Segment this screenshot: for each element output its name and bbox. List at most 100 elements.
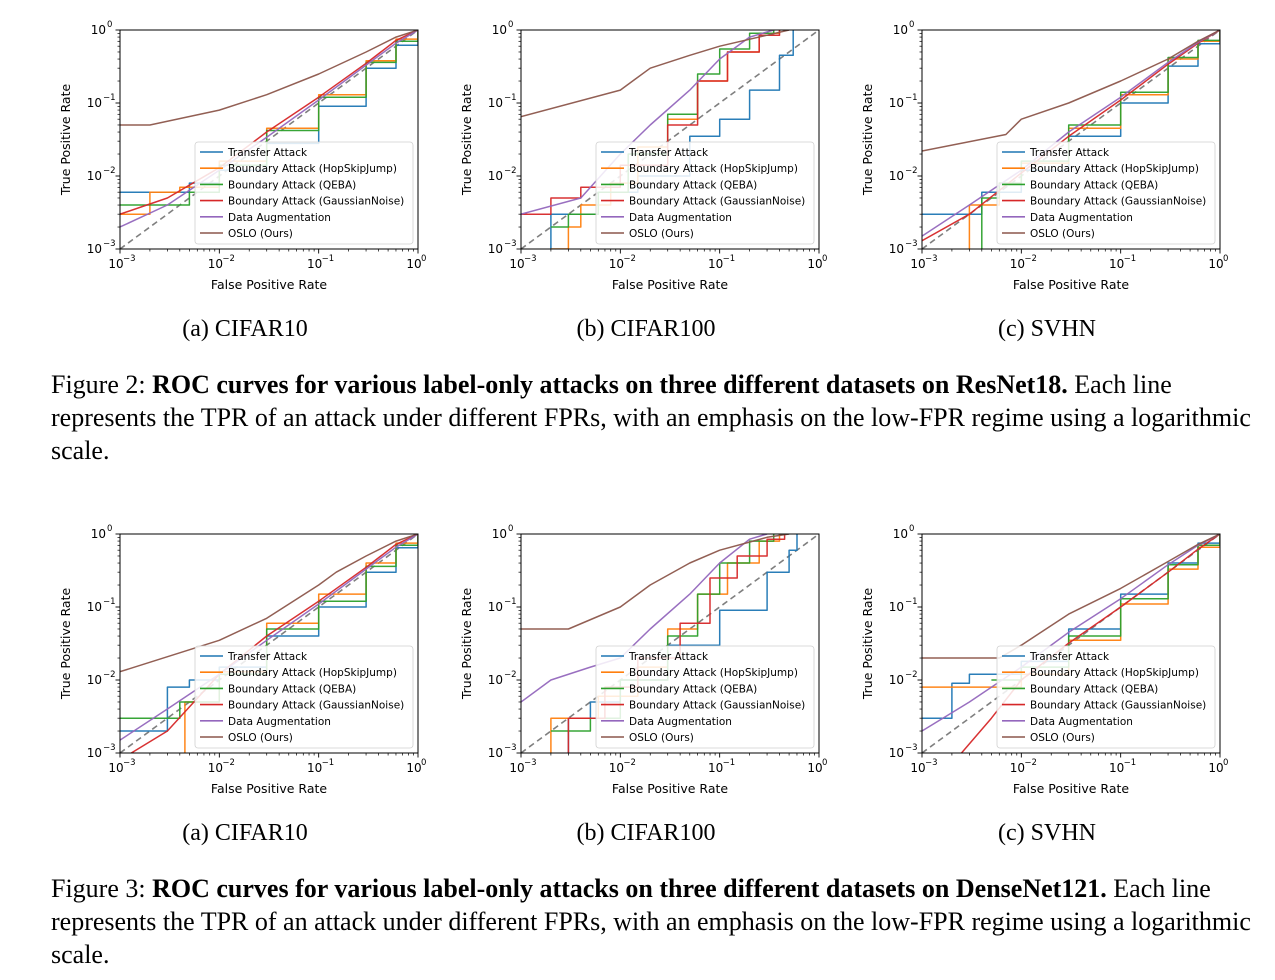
- plot-area: [120, 30, 418, 249]
- x-axis-label: False Positive Rate: [1013, 781, 1129, 796]
- legend-box: [996, 645, 1216, 749]
- legend-label-5: Data Augmentation: [1030, 212, 1133, 224]
- series-line-5: [120, 30, 418, 228]
- legend-label-2: Boundary Attack (HopSkipJump): [228, 163, 397, 175]
- y-tick-exponent: −1: [103, 93, 116, 103]
- x-tick-label: 10: [807, 257, 822, 271]
- y-tick-label: 10: [87, 169, 102, 183]
- axes-frame: [520, 533, 820, 754]
- y-tick-label: 10: [91, 23, 106, 37]
- x-tick-exponent: −1: [723, 758, 736, 768]
- series-line-6: [120, 30, 418, 126]
- legend: Transfer Attack Boundary Attack (HopSkipJ…: [996, 645, 1216, 749]
- legend-label-3: Boundary Attack (QEBA): [629, 683, 757, 695]
- diagonal-reference-line: [120, 534, 418, 753]
- figure-caption-3: Figure 3: ROC curves for various label-o…: [51, 872, 1251, 971]
- figure-caption-rest: Each line represents the TPR of an attac…: [51, 874, 1251, 969]
- y-axis-label: True Positive Rate: [459, 84, 474, 197]
- x-tick-label: 10: [609, 761, 624, 775]
- legend-label-6: OSLO (Ours): [1030, 228, 1095, 240]
- x-tick-exponent: −2: [623, 254, 636, 264]
- legend-box: [194, 645, 414, 749]
- x-tick-exponent: −3: [123, 758, 136, 768]
- legend-label-3: Boundary Attack (QEBA): [1030, 179, 1158, 191]
- plot-area: [120, 534, 418, 753]
- series-line-1: [567, 534, 798, 753]
- x-tick-label: 10: [1208, 257, 1223, 271]
- figure-caption-bold: ROC curves for various label-only attack…: [152, 874, 1107, 903]
- y-tick-exponent: 0: [909, 20, 914, 30]
- legend-label-1: Transfer Attack: [628, 651, 709, 663]
- x-tick-exponent: −3: [925, 758, 938, 768]
- y-tick-label: 10: [488, 169, 503, 183]
- y-tick-exponent: −1: [905, 597, 918, 607]
- y-tick-exponent: −2: [103, 670, 116, 680]
- x-tick-exponent: −2: [222, 758, 235, 768]
- legend-label-5: Data Augmentation: [1030, 716, 1133, 728]
- chart-fig3c: 10 −3 10 −2 10 −1 10 0 10 −3 10 −2 10 −1 10 0 False Posi…: [852, 519, 1252, 819]
- x-tick-label: 10: [1010, 761, 1025, 775]
- legend: Transfer Attack Boundary Attack (HopSkipJ…: [194, 141, 414, 245]
- series-line-3: [550, 30, 775, 228]
- chart-fig2b: 10 −3 10 −2 10 −1 10 0 10 −3 10 −2 10 −1 10 0 False Posi…: [451, 15, 851, 315]
- x-tick-exponent: −3: [524, 758, 537, 768]
- figure-caption-rest: Each line represents the TPR of an attac…: [51, 370, 1251, 465]
- legend-label-2: Boundary Attack (HopSkipJump): [228, 667, 397, 679]
- chart-fig2a: 10 −3 10 −2 10 −1 10 0 10 −3 10 −2 10 −1 10 0 False Posi…: [50, 15, 450, 315]
- figure-caption-2: Figure 2: ROC curves for various label-o…: [51, 368, 1251, 467]
- subcaption-fig2c: (c) SVHN: [998, 316, 1096, 342]
- x-tick-exponent: 0: [822, 758, 827, 768]
- x-tick-label: 10: [910, 761, 925, 775]
- series-line-5: [521, 534, 768, 703]
- x-tick-label: 10: [708, 761, 723, 775]
- chart-fig3b: 10 −3 10 −2 10 −1 10 0 10 −3 10 −2 10 −1 10 0 False Posi…: [451, 519, 851, 819]
- series-line-5: [922, 534, 1220, 732]
- y-tick-label: 10: [87, 673, 102, 687]
- legend-box: [595, 645, 815, 749]
- y-tick-label: 10: [488, 746, 503, 760]
- series-line-4: [130, 534, 418, 753]
- legend: Transfer Attack Boundary Attack (HopSkipJ…: [595, 141, 815, 245]
- y-axis-label: True Positive Rate: [860, 84, 875, 197]
- legend-label-4: Boundary Attack (GaussianNoise): [1030, 196, 1206, 208]
- series-line-4: [120, 30, 418, 215]
- subcaption-fig2b: (b) CIFAR100: [576, 316, 716, 342]
- axes-frame: [921, 533, 1221, 754]
- x-tick-exponent: −3: [925, 254, 938, 264]
- legend-label-2: Boundary Attack (HopSkipJump): [1030, 163, 1199, 175]
- y-tick-exponent: 0: [508, 524, 513, 534]
- series-line-4: [521, 30, 781, 215]
- y-tick-exponent: −2: [504, 166, 517, 176]
- figure-caption-prefix: Figure 3:: [51, 874, 153, 903]
- x-tick-label: 10: [509, 257, 524, 271]
- y-tick-label: 10: [889, 96, 904, 110]
- legend-label-4: Boundary Attack (GaussianNoise): [228, 196, 404, 208]
- x-tick-exponent: −2: [1024, 758, 1037, 768]
- y-tick-label: 10: [492, 23, 507, 37]
- y-axis-label: True Positive Rate: [459, 588, 474, 701]
- x-tick-exponent: −1: [322, 758, 335, 768]
- legend-label-1: Transfer Attack: [227, 147, 308, 159]
- subcaption-fig3b: (b) CIFAR100: [576, 820, 716, 846]
- x-tick-label: 10: [208, 761, 223, 775]
- legend: Transfer Attack Boundary Attack (HopSkipJ…: [996, 141, 1216, 245]
- subcaption-fig2a: (a) CIFAR10: [182, 316, 308, 342]
- y-tick-label: 10: [488, 600, 503, 614]
- y-tick-label: 10: [488, 96, 503, 110]
- x-tick-exponent: 0: [421, 254, 426, 264]
- y-tick-exponent: −3: [103, 743, 116, 753]
- y-tick-label: 10: [889, 242, 904, 256]
- legend-label-6: OSLO (Ours): [228, 732, 293, 744]
- series-line-5: [120, 534, 418, 741]
- y-tick-exponent: −1: [905, 93, 918, 103]
- x-tick-exponent: −1: [723, 254, 736, 264]
- series-line-6: [922, 30, 1220, 152]
- legend-label-2: Boundary Attack (HopSkipJump): [629, 667, 798, 679]
- x-tick-exponent: 0: [421, 758, 426, 768]
- legend-box: [996, 141, 1216, 245]
- y-tick-label: 10: [87, 242, 102, 256]
- x-tick-label: 10: [307, 761, 322, 775]
- legend-label-6: OSLO (Ours): [1030, 732, 1095, 744]
